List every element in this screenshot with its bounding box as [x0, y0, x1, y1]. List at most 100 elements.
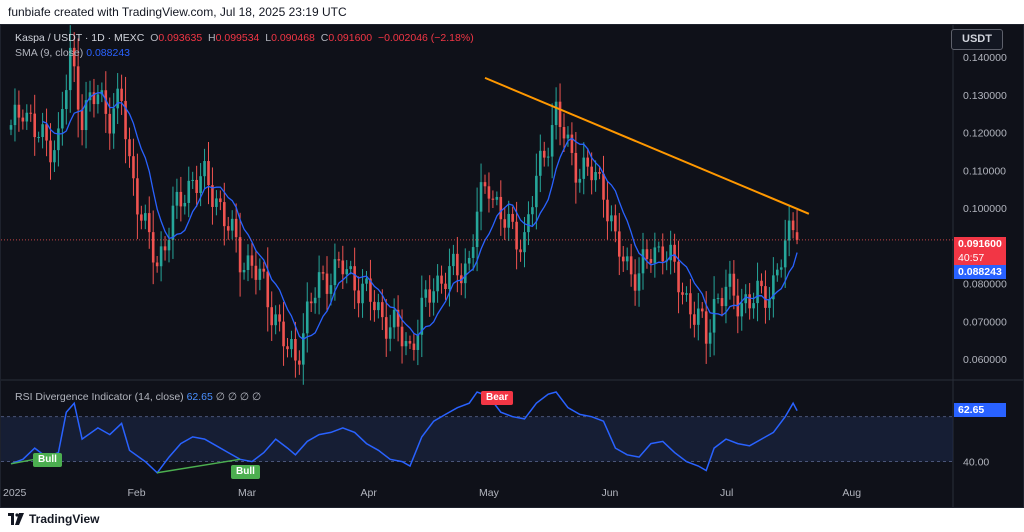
chart-area[interactable]: 0.140000 0.130000 0.120000 0.110000 0.100000…	[0, 24, 1024, 508]
candle-body	[369, 278, 372, 302]
candle-body	[61, 109, 64, 129]
candle-body	[234, 218, 238, 238]
candle-body	[661, 246, 665, 262]
candle-body	[724, 286, 728, 307]
candle-body	[649, 258, 653, 263]
candle-body	[629, 256, 633, 275]
candle-body	[720, 298, 724, 307]
candle-body	[381, 302, 384, 318]
candle-body	[294, 339, 297, 361]
candle-body	[132, 156, 135, 179]
price-tick-label: 0.120000	[963, 128, 1007, 140]
candle-body	[562, 127, 566, 139]
candle-body	[653, 247, 657, 263]
candle-body	[448, 266, 451, 290]
candle-body	[681, 292, 684, 295]
candle-body	[728, 273, 732, 287]
candle-body	[503, 219, 507, 228]
candle-body	[223, 202, 226, 227]
candle-body	[606, 199, 609, 222]
candle-body	[404, 341, 408, 347]
candle-body	[57, 128, 60, 151]
close-label: C	[320, 32, 329, 44]
candle-body	[219, 198, 222, 203]
candle-body	[432, 291, 435, 303]
candle-body	[88, 92, 92, 101]
candle-body	[171, 205, 175, 240]
price-tick-label: 0.140000	[963, 52, 1007, 64]
candle-body	[436, 275, 439, 292]
close-value: 0.091600	[328, 32, 373, 44]
candle-body	[329, 285, 333, 294]
candle-body	[187, 180, 191, 203]
currency-button[interactable]: USDT	[951, 29, 1003, 50]
tradingview-logo[interactable]: TradingView	[8, 512, 99, 526]
sma-label[interactable]: SMA (9, close)	[15, 47, 84, 59]
candle-body	[471, 247, 475, 258]
candle-body	[309, 301, 313, 304]
candle-body	[258, 268, 262, 280]
candle-body	[463, 263, 467, 284]
candle-body	[155, 262, 159, 267]
candle-body	[614, 215, 617, 232]
candle-body	[33, 113, 36, 138]
candle-body	[740, 303, 744, 317]
candle-body	[147, 213, 151, 233]
symbol-title[interactable]: Kaspa / USDT · 1D · MEXC	[15, 32, 145, 44]
candle-body	[669, 244, 672, 261]
chart-svg[interactable]: 0.140000 0.130000 0.120000 0.110000 0.100000…	[1, 25, 1024, 508]
bull-badge-1: Bull	[33, 453, 62, 467]
candle-body	[337, 259, 341, 261]
price-tick-label: 0.080000	[963, 279, 1007, 291]
high-label: H	[208, 32, 216, 44]
candle-body	[163, 246, 167, 251]
candle-body	[776, 269, 779, 276]
candle-body	[128, 139, 131, 157]
candle-body	[507, 213, 510, 228]
trend-layer	[484, 76, 810, 215]
rsi-value: 62.65	[186, 391, 213, 403]
candle-body	[783, 240, 787, 268]
candle-body	[144, 213, 147, 221]
candle-body	[535, 175, 538, 208]
rsi-level-label: 40.00	[963, 457, 989, 469]
candle-body	[68, 47, 72, 91]
candle-body	[215, 198, 218, 207]
candle-body	[321, 272, 325, 274]
sma-layer	[1, 92, 953, 341]
candle-body	[159, 246, 163, 267]
candle-body	[262, 268, 266, 272]
candle-body	[49, 140, 52, 163]
candle-body	[274, 314, 277, 326]
candle-body	[590, 166, 593, 181]
candle-body	[305, 301, 309, 334]
bear-badge: Bear	[481, 391, 514, 405]
candle-body	[732, 273, 736, 296]
candle-body	[645, 249, 649, 259]
candle-body	[791, 220, 795, 231]
candle-body	[598, 172, 601, 174]
candle-body	[712, 298, 716, 333]
candle-body	[270, 307, 273, 326]
high-value: 0.099534	[215, 32, 260, 44]
candle-body	[602, 173, 605, 200]
open-label: O	[150, 32, 159, 44]
top-bar: funbiafe created with TradingView.com, J…	[0, 0, 1024, 24]
candle-body	[140, 214, 143, 221]
rsi-label[interactable]: RSI Divergence Indicator (14, close)	[15, 391, 184, 403]
bull-divergence-line	[157, 458, 241, 474]
last-price-value: 0.091600	[958, 238, 1002, 250]
candle-body	[764, 286, 767, 308]
time-tick-label: 2025	[3, 487, 27, 499]
candle-body	[440, 275, 443, 284]
candle-body	[527, 214, 530, 233]
time-tick-label: Aug	[842, 487, 861, 499]
candle-body	[677, 261, 680, 293]
candle-body	[349, 266, 352, 270]
candle-body	[396, 309, 400, 327]
candle-body	[72, 47, 76, 67]
candle-body	[345, 269, 349, 275]
open-value: 0.093635	[158, 32, 203, 44]
time-tick-label: Apr	[361, 487, 378, 499]
candle-body	[76, 66, 80, 110]
